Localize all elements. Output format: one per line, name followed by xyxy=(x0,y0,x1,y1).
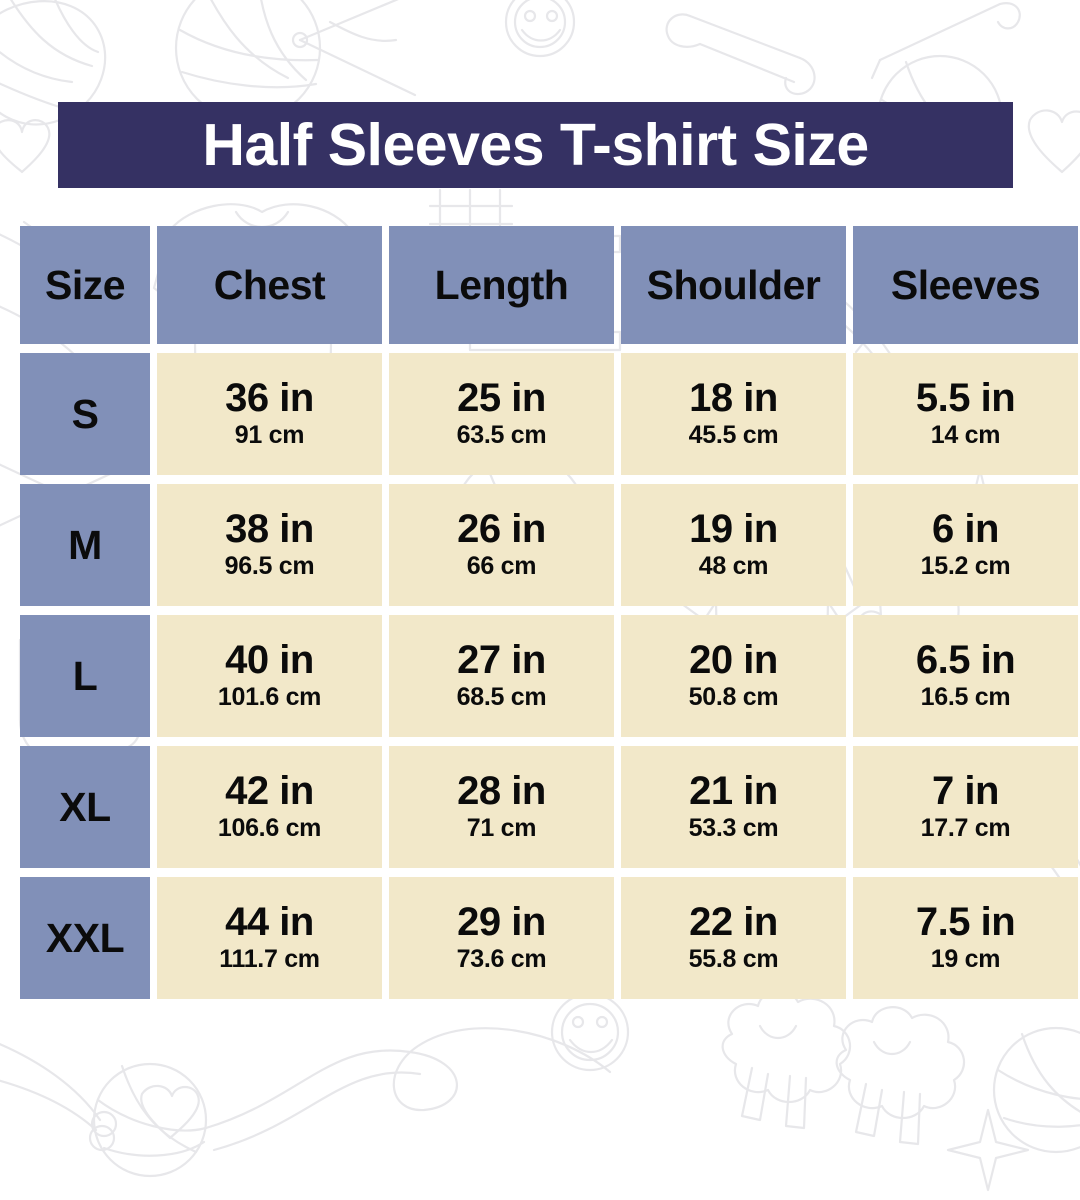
chest-value: 44 in 111.7 cm xyxy=(157,877,382,999)
table-row: XL 42 in 106.6 cm 28 in 71 cm 21 in 53.3… xyxy=(20,746,1078,868)
shoulder-inches: 20 in xyxy=(689,637,778,682)
chest-inches: 38 in xyxy=(225,506,314,551)
shoulder-value: 18 in 45.5 cm xyxy=(621,353,846,475)
length-inches: 29 in xyxy=(457,899,546,944)
size-chart-table: Size Chest Length Shoulder Sleeves S 36 … xyxy=(13,217,1080,1008)
sleeves-inches: 7.5 in xyxy=(915,899,1016,944)
shoulder-cm: 50.8 cm xyxy=(688,682,779,711)
page-title: Half Sleeves T-shirt Size xyxy=(202,111,869,178)
sleeves-value: 7.5 in 19 cm xyxy=(853,877,1078,999)
shoulder-cm: 45.5 cm xyxy=(688,420,779,449)
sleeves-inches: 6 in xyxy=(932,506,999,551)
chest-cm: 111.7 cm xyxy=(219,944,320,973)
column-header-size: Size xyxy=(20,226,150,344)
sleeves-inches: 5.5 in xyxy=(915,375,1016,420)
length-inches: 28 in xyxy=(457,768,546,813)
column-header-chest: Chest xyxy=(157,226,382,344)
title-banner: Half Sleeves T-shirt Size xyxy=(58,102,1013,188)
sleeves-cm: 15.2 cm xyxy=(920,551,1011,580)
shoulder-inches: 19 in xyxy=(689,506,778,551)
sleeves-inches: 7 in xyxy=(932,768,999,813)
shoulder-cm: 55.8 cm xyxy=(688,944,779,973)
chest-value: 36 in 91 cm xyxy=(157,353,382,475)
length-cm: 73.6 cm xyxy=(456,944,547,973)
chest-cm: 106.6 cm xyxy=(217,813,322,842)
sleeves-cm: 17.7 cm xyxy=(920,813,1011,842)
sleeves-value: 5.5 in 14 cm xyxy=(853,353,1078,475)
sleeves-inches: 6.5 in xyxy=(915,637,1016,682)
table-header: Size Chest Length Shoulder Sleeves xyxy=(20,226,1078,344)
shoulder-cm: 48 cm xyxy=(698,551,769,580)
chest-cm: 101.6 cm xyxy=(217,682,322,711)
length-cm: 63.5 cm xyxy=(456,420,547,449)
length-value: 25 in 63.5 cm xyxy=(389,353,614,475)
chest-value: 40 in 101.6 cm xyxy=(157,615,382,737)
column-header-sleeves: Sleeves xyxy=(853,226,1078,344)
length-value: 26 in 66 cm xyxy=(389,484,614,606)
sleeves-value: 6.5 in 16.5 cm xyxy=(853,615,1078,737)
length-value: 29 in 73.6 cm xyxy=(389,877,614,999)
sleeves-value: 7 in 17.7 cm xyxy=(853,746,1078,868)
shoulder-value: 20 in 50.8 cm xyxy=(621,615,846,737)
sleeves-value: 6 in 15.2 cm xyxy=(853,484,1078,606)
size-label: L xyxy=(20,615,150,737)
column-header-length: Length xyxy=(389,226,614,344)
sleeves-cm: 14 cm xyxy=(930,420,1001,449)
shoulder-value: 22 in 55.8 cm xyxy=(621,877,846,999)
shoulder-inches: 22 in xyxy=(689,899,778,944)
length-value: 27 in 68.5 cm xyxy=(389,615,614,737)
shoulder-value: 21 in 53.3 cm xyxy=(621,746,846,868)
sleeves-cm: 19 cm xyxy=(930,944,1001,973)
shoulder-inches: 18 in xyxy=(689,375,778,420)
chest-value: 38 in 96.5 cm xyxy=(157,484,382,606)
size-label: XL xyxy=(20,746,150,868)
length-value: 28 in 71 cm xyxy=(389,746,614,868)
table-header-row: Size Chest Length Shoulder Sleeves xyxy=(20,226,1078,344)
shoulder-cm: 53.3 cm xyxy=(688,813,779,842)
table-row: M 38 in 96.5 cm 26 in 66 cm 19 in 48 cm … xyxy=(20,484,1078,606)
length-inches: 27 in xyxy=(457,637,546,682)
length-cm: 66 cm xyxy=(466,551,537,580)
sleeves-cm: 16.5 cm xyxy=(920,682,1011,711)
chest-cm: 96.5 cm xyxy=(224,551,315,580)
length-inches: 25 in xyxy=(457,375,546,420)
chest-cm: 91 cm xyxy=(234,420,305,449)
table-body: S 36 in 91 cm 25 in 63.5 cm 18 in 45.5 c… xyxy=(20,353,1078,999)
shoulder-value: 19 in 48 cm xyxy=(621,484,846,606)
length-cm: 71 cm xyxy=(466,813,537,842)
table-row: XXL 44 in 111.7 cm 29 in 73.6 cm 22 in 5… xyxy=(20,877,1078,999)
column-header-shoulder: Shoulder xyxy=(621,226,846,344)
size-label: XXL xyxy=(20,877,150,999)
table-row: L 40 in 101.6 cm 27 in 68.5 cm 20 in 50.… xyxy=(20,615,1078,737)
chest-inches: 44 in xyxy=(225,899,314,944)
length-inches: 26 in xyxy=(457,506,546,551)
chest-inches: 40 in xyxy=(225,637,314,682)
shoulder-inches: 21 in xyxy=(689,768,778,813)
chest-value: 42 in 106.6 cm xyxy=(157,746,382,868)
chest-inches: 36 in xyxy=(225,375,314,420)
chest-inches: 42 in xyxy=(225,768,314,813)
size-label: S xyxy=(20,353,150,475)
table-row: S 36 in 91 cm 25 in 63.5 cm 18 in 45.5 c… xyxy=(20,353,1078,475)
size-label: M xyxy=(20,484,150,606)
length-cm: 68.5 cm xyxy=(456,682,547,711)
